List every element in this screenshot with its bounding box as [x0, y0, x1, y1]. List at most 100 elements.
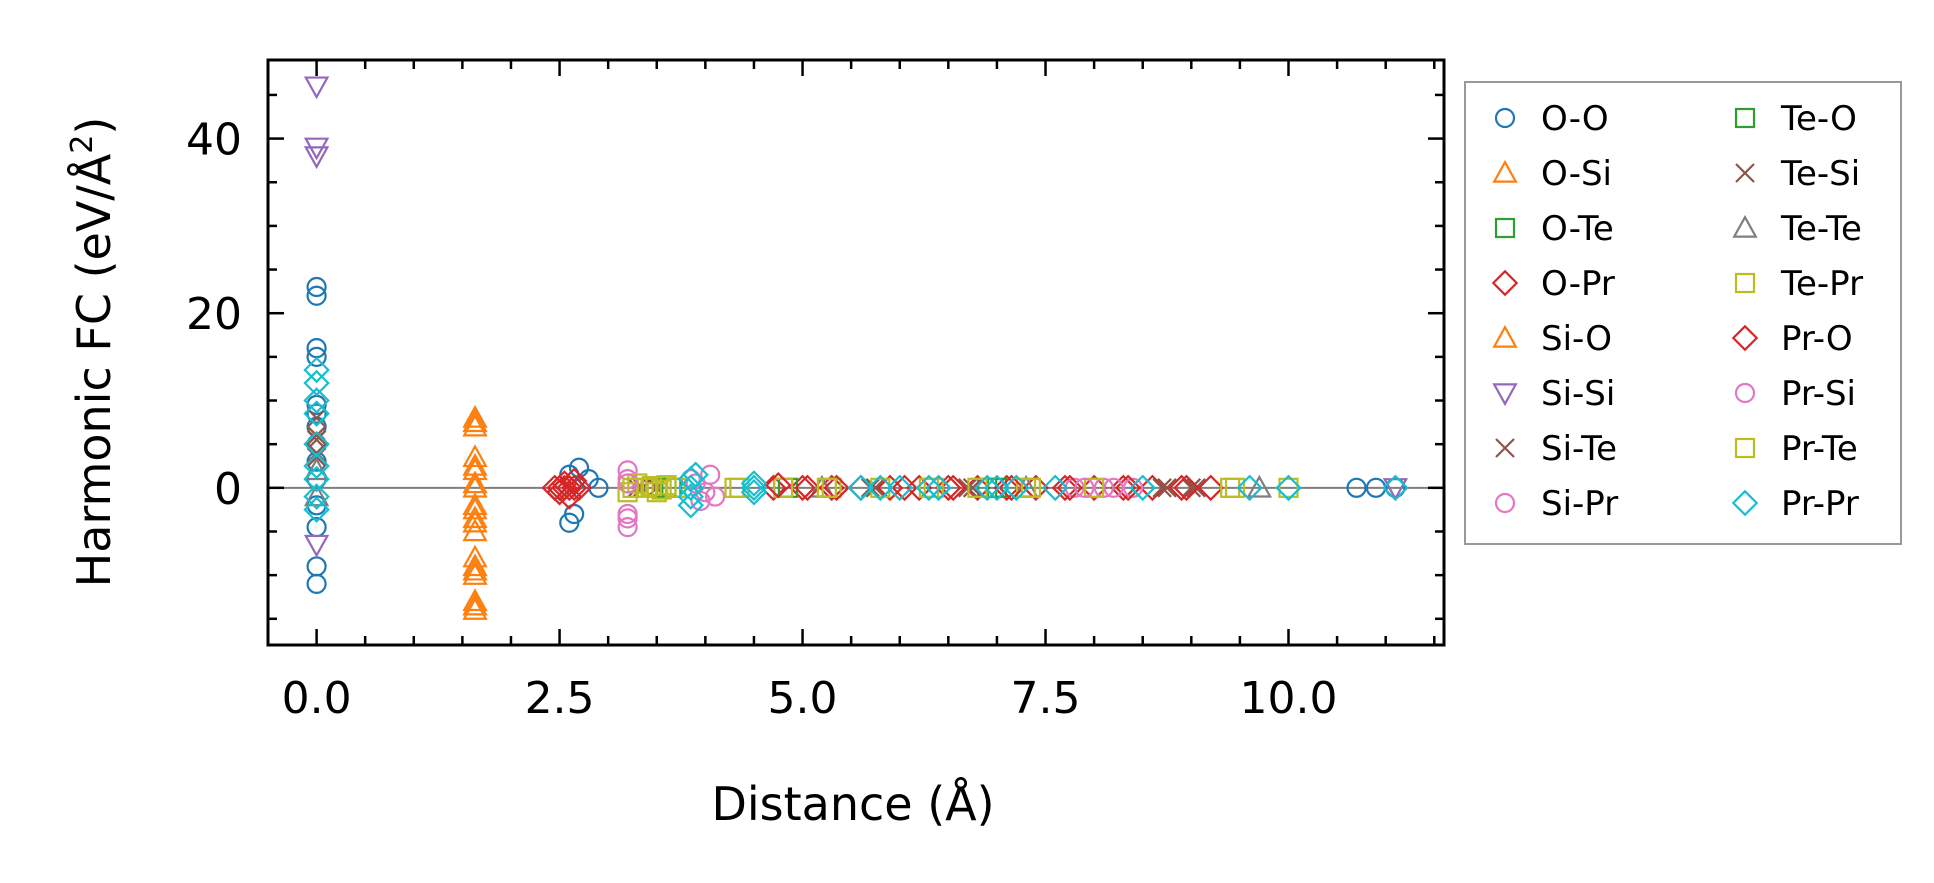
point-Pr-Si-4 [1074, 477, 1095, 498]
legend-marker-Pr-O [1731, 324, 1759, 352]
point-Pr-Pr-25 [1041, 474, 1069, 502]
legend-label: Te-Si [1780, 154, 1860, 194]
legend-label: Si-Si [1541, 374, 1615, 414]
point-O-O-1 [306, 556, 327, 577]
point-O-Pr-16 [1051, 474, 1079, 502]
point-Pr-Te-4 [816, 477, 837, 498]
point-Te-Si-3 [865, 478, 886, 498]
point-O-Pr-15 [1022, 474, 1050, 502]
legend-entry: Pr-Si [1734, 374, 1856, 414]
point-Pr-Pr-22 [973, 474, 1001, 502]
series-Si-O [462, 409, 488, 616]
legend-marker-Te-Si [1735, 163, 1755, 183]
legend-entry: O-Pr [1491, 264, 1615, 304]
point-Te-Te-4 [1246, 474, 1273, 498]
series-Si-Si [303, 76, 1409, 558]
point-O-Si-4 [462, 544, 488, 568]
legend-marker-Pr-Te [1734, 437, 1756, 459]
legend-entry: O-Si [1492, 154, 1612, 194]
legend-entry: O-O [1494, 99, 1609, 139]
point-Pr-Pr-6 [303, 465, 330, 493]
legend-entry: Pr-Te [1734, 429, 1858, 469]
legend-marker-Pr-Pr [1731, 489, 1759, 517]
point-Pr-Te-5 [923, 477, 944, 498]
point-Pr-Pr-2 [303, 387, 330, 414]
legend-label: Pr-Si [1781, 374, 1856, 414]
point-Pr-Pr-1 [303, 369, 330, 397]
legend-marker-Si-Te [1495, 438, 1515, 458]
point-Pr-Pr-17 [847, 474, 875, 502]
legend-label: O-Si [1541, 154, 1612, 194]
legend-marker-Si-O [1492, 324, 1518, 348]
legend-entry: Si-Si [1492, 374, 1615, 414]
legend-marker-Te-Pr [1734, 272, 1756, 294]
legend-marker-Te-O [1734, 107, 1756, 129]
point-Si-Te-7 [1152, 478, 1172, 498]
series-Pr-Si [617, 473, 1124, 525]
point-Pr-Pr-26 [1129, 474, 1156, 502]
legend-entry: Si-O [1492, 319, 1612, 359]
legend-entry: Te-Pr [1734, 264, 1863, 304]
point-Pr-Pr-7 [303, 483, 330, 510]
point-Te-Si-6 [1186, 478, 1206, 498]
point-Pr-Pr-18 [867, 474, 894, 502]
legend-marker-O-Si [1492, 159, 1518, 183]
point-Te-Pr-15 [1278, 477, 1299, 498]
legend-entry: Te-Te [1732, 209, 1862, 249]
point-Pr-O-7 [891, 474, 918, 502]
point-Si-Te-8 [1181, 478, 1202, 498]
point-Pr-Pr-14 [740, 474, 768, 502]
point-Pr-Si-0 [617, 503, 638, 525]
point-Pr-Te-3 [729, 477, 750, 498]
point-Te-Si-5 [1157, 478, 1177, 498]
point-Pr-Pr-29 [1382, 474, 1409, 502]
point-Pr-Pr-23 [983, 474, 1011, 502]
point-O-Pr-19 [1139, 474, 1166, 502]
point-Si-O-1 [462, 557, 488, 581]
point-Si-O-2 [462, 509, 488, 533]
axes: 0.0 2.5 5.0 7.5 10.0 0 20 40 [186, 58, 1446, 724]
point-O-Pr-21 [1197, 474, 1224, 502]
plot-area [268, 76, 1444, 620]
legend-entry: Pr-O [1731, 319, 1853, 359]
legend-entry: Si-Te [1495, 429, 1617, 469]
point-Pr-O-5 [794, 474, 821, 502]
legend-entry: Si-Pr [1494, 484, 1618, 524]
legend-marker-Te-Te [1732, 214, 1758, 238]
legend-label: Te-Te [1780, 209, 1862, 249]
legend-label: Si-O [1541, 319, 1612, 359]
legend-label: Te-Pr [1780, 264, 1863, 304]
point-Pr-Te-7 [1224, 477, 1246, 498]
point-Si-Pr-10 [1122, 477, 1144, 498]
legend-entry: O-Te [1494, 209, 1614, 249]
point-Pr-O-6 [823, 474, 850, 502]
series-Pr-Pr [303, 356, 1409, 523]
point-O-Pr-12 [935, 474, 962, 502]
legend-label: O-Te [1541, 209, 1614, 249]
point-Si-Te-2 [306, 408, 327, 428]
point-O-Pr-8 [818, 474, 845, 502]
point-O-Si-9 [462, 457, 488, 481]
point-Pr-Pr-19 [886, 474, 913, 502]
point-O-Si-12 [462, 404, 488, 428]
point-Te-Si-4 [962, 478, 983, 498]
point-O-O-15 [564, 503, 585, 525]
point-Pr-Pr-0 [303, 356, 330, 384]
point-O-Pr-20 [1168, 474, 1195, 502]
point-Pr-Pr-8 [303, 496, 330, 523]
point-Si-Si-4 [1382, 478, 1409, 501]
legend-label: Te-O [1780, 99, 1857, 139]
point-Te-Te-1 [303, 483, 330, 507]
point-Pr-Pr-21 [925, 474, 952, 502]
point-O-Pr-7 [789, 474, 816, 502]
point-Si-Pr-7 [704, 486, 726, 507]
legend-marker-O-O [1494, 107, 1516, 129]
point-Pr-Si-1 [617, 473, 638, 494]
point-O-O-20 [1346, 477, 1367, 498]
point-Si-O-4 [462, 470, 488, 494]
y-axis-label-superscript: 2 [65, 135, 100, 154]
point-Pr-Si-3 [695, 482, 716, 503]
x-tick-label: 0.0 [282, 673, 352, 724]
point-Si-Si-3 [303, 534, 330, 558]
y-tick-label: 20 [186, 289, 242, 340]
